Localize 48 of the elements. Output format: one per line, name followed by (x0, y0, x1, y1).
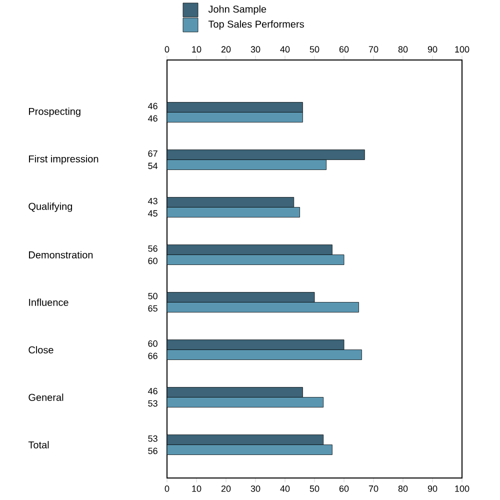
y-tick-label: Prospecting (29, 108, 80, 117)
data-label: 66 (148, 352, 158, 360)
x-tick-label: 90 (428, 485, 438, 492)
data-label: 50 (148, 292, 158, 300)
data-label: 46 (148, 388, 158, 394)
data-label: 60 (148, 258, 158, 264)
x-tick-label: 20 (221, 485, 231, 492)
legend-label: Top Sales Performers (208, 20, 304, 30)
y-tick-label: Close (28, 346, 54, 354)
data-label: 67 (148, 150, 158, 157)
data-label: 54 (148, 162, 158, 170)
data-label: 53 (148, 435, 158, 442)
x2-tick-label: 30 (250, 46, 260, 53)
x-tick-label: 0 (164, 485, 170, 492)
x-tick-label: 100 (455, 485, 470, 492)
y-tick-label: First impression (29, 155, 98, 164)
data-label: 65 (148, 305, 158, 312)
x-tick-label: 10 (192, 485, 202, 492)
x2-tick-label: 90 (428, 46, 438, 53)
x2-tick-label: 20 (221, 46, 231, 53)
x2-tick-label: 80 (398, 46, 408, 53)
x2-tick-label: 40 (280, 46, 290, 53)
y-tick-label: Total (28, 441, 49, 448)
data-label: 45 (148, 210, 158, 217)
y-tick-label: Demonstration (29, 251, 93, 258)
x2-tick-label: 70 (368, 46, 378, 53)
y-tick-label: Influence (29, 298, 68, 306)
x-tick-label: 40 (280, 485, 290, 492)
data-label: 56 (148, 448, 158, 454)
data-label: 43 (148, 198, 158, 204)
x-tick-label: 50 (310, 485, 320, 492)
data-label: 56 (148, 245, 158, 252)
x2-tick-label: 50 (310, 46, 320, 53)
data-label: 46 (148, 102, 158, 110)
legend-label: John Sample (208, 5, 266, 15)
x-tick-label: 70 (368, 485, 378, 492)
x-tick-label: 30 (250, 485, 260, 492)
y-tick-label: General (28, 394, 64, 401)
x-tick-label: 80 (398, 485, 408, 492)
data-label: 60 (148, 340, 158, 347)
x2-tick-label: 0 (164, 46, 170, 53)
y-tick-label: Qualifying (28, 202, 72, 212)
data-label: 53 (148, 400, 158, 407)
x2-tick-label: 60 (339, 46, 349, 53)
x-tick-label: 60 (339, 485, 349, 492)
x2-tick-label: 100 (455, 46, 470, 53)
x2-tick-label: 10 (192, 46, 202, 53)
data-label: 46 (148, 115, 158, 122)
